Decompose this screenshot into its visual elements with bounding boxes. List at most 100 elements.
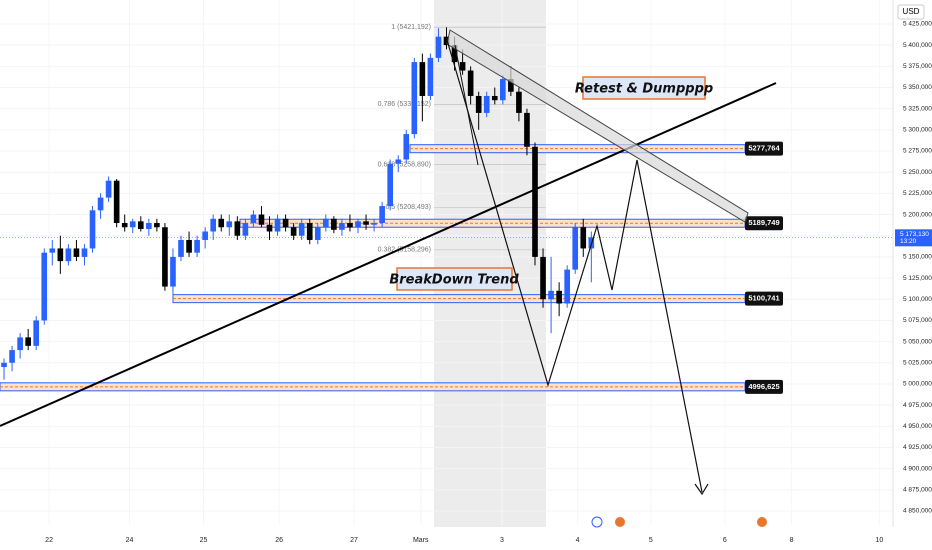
candle-body: [234, 221, 241, 236]
y-tick-label: 4 925,000: [903, 444, 932, 451]
candle-body: [314, 227, 321, 240]
x-tick-label: 10: [875, 537, 883, 544]
candle-body: [49, 248, 56, 253]
y-tick-label: 5 075,000: [903, 317, 932, 324]
x-tick-label: 5: [649, 537, 653, 544]
price-axis: [893, 0, 932, 550]
fib-label: 0.618 (5258,890): [378, 162, 431, 169]
annotation: Retest & Dumpppp: [575, 82, 713, 97]
candle-body: [483, 95, 490, 113]
y-tick-label: 5 000,000: [903, 381, 932, 388]
candle-body: [121, 223, 128, 228]
level-label: 5100,741: [748, 294, 779, 303]
event-icon: [615, 517, 625, 527]
candle-body: [379, 206, 385, 224]
candle-body: [178, 239, 184, 257]
x-tick-label: Mars: [413, 537, 429, 544]
last-price-label: 5 173,130: [900, 231, 929, 238]
candle-body: [355, 221, 361, 228]
candle-body: [97, 197, 104, 211]
candle-body: [580, 227, 587, 249]
candle-body: [81, 248, 88, 257]
x-tick-label: 26: [275, 537, 283, 544]
candle-body: [363, 221, 369, 225]
candle-body: [226, 221, 233, 228]
candle-body: [218, 218, 225, 228]
candle-body: [1, 362, 7, 368]
candle-body: [105, 180, 112, 198]
x-tick-label: 25: [200, 537, 208, 544]
x-tick-label: 8: [790, 537, 794, 544]
y-tick-label: 5 350,000: [903, 84, 932, 91]
candle-body: [274, 218, 281, 232]
candle-body: [499, 79, 506, 101]
fib-label: 0.5 (5208,493): [385, 204, 431, 211]
candle-body: [403, 134, 410, 160]
candle-body: [395, 159, 402, 164]
candle-body: [524, 112, 530, 147]
levels: 5277,764 5189,749 5100,741 4996,625: [0, 141, 783, 394]
x-tick-label: 22: [45, 537, 53, 544]
candle-body: [17, 337, 23, 351]
y-tick-label: 5 150,000: [903, 254, 932, 261]
y-tick-label: 5 225,000: [903, 190, 932, 197]
candle-body: [435, 36, 442, 58]
candle-body: [162, 227, 168, 287]
level-tag: [745, 291, 783, 306]
level-label: 5277,764: [748, 144, 780, 153]
countdown-label: 13:20: [900, 238, 917, 245]
annotation-box: [582, 76, 706, 100]
candle-body: [339, 223, 345, 230]
candle-body: [516, 91, 522, 113]
candle-body: [540, 256, 546, 300]
level-tag: [745, 379, 783, 394]
x-tick-label: 27: [350, 537, 358, 544]
y-tick-label: 4 950,000: [903, 423, 932, 430]
event-icon: [757, 517, 767, 527]
candle-body: [33, 320, 40, 346]
y-tick-label: 5 425,000: [903, 21, 932, 28]
candle-body: [419, 62, 426, 96]
y-tick-label: 5 275,000: [903, 148, 932, 155]
level-tag: [745, 216, 783, 231]
y-tick-label: 5 300,000: [903, 127, 932, 134]
candle-body: [242, 223, 249, 236]
candle-body: [306, 223, 313, 240]
candle-body: [266, 224, 273, 232]
level-tag: [745, 141, 783, 156]
candle-body: [194, 239, 200, 253]
time-axis: [0, 527, 932, 550]
event-icon: [591, 516, 603, 528]
candle-body: [331, 218, 337, 230]
candle-body: [459, 62, 466, 71]
y-tick-label: 5 125,000: [903, 275, 932, 282]
candle-body: [113, 180, 120, 224]
candle-body: [73, 248, 80, 257]
candle-body: [170, 256, 176, 287]
x-tick-label: 4: [576, 537, 580, 544]
currency-box: [897, 4, 925, 20]
candle-body: [347, 223, 353, 228]
y-tick-label: 4 850,000: [903, 508, 932, 515]
candle-body: [564, 269, 570, 304]
candle-body: [282, 218, 289, 228]
x-tick-label: 3: [500, 537, 504, 544]
candle-body: [129, 221, 136, 228]
candle-body: [411, 62, 418, 135]
candle-body: [65, 248, 72, 262]
candle-body: [25, 337, 31, 346]
fib-label: 0.786 (5330,152): [378, 101, 431, 108]
annotation-box: [396, 267, 513, 291]
y-tick-label: 5 200,000: [903, 211, 932, 218]
candle-body: [298, 223, 305, 236]
candle-body: [475, 95, 482, 113]
candle-body: [9, 350, 15, 363]
candle-body: [387, 163, 394, 207]
y-tick-label: 4 900,000: [903, 465, 932, 472]
candle-body: [443, 36, 450, 46]
level-label: 4996,625: [748, 382, 779, 391]
candle-body: [57, 248, 64, 262]
level-label: 5189,749: [748, 218, 779, 227]
projection-path: [446, 39, 703, 493]
